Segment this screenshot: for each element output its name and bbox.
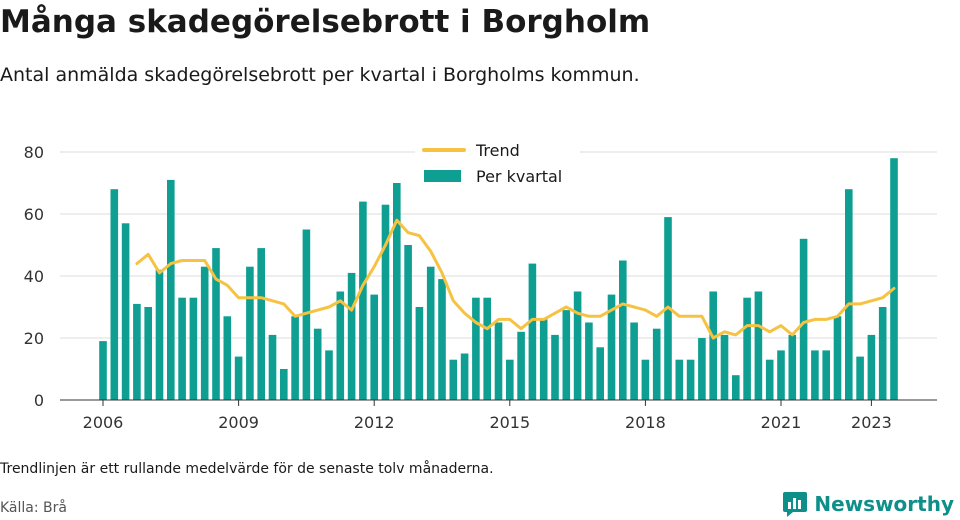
bar: [619, 260, 627, 400]
bar: [472, 297, 480, 400]
x-tick-label: 2023: [851, 413, 892, 432]
chart-area: 0 20 40 60 80 2006 2009 2012 2015 2018 2021 2023 T…: [23, 138, 937, 432]
legend: Trend Per kvartal: [415, 138, 580, 190]
bar: [325, 350, 333, 400]
bar: [833, 316, 842, 400]
bar: [404, 245, 412, 400]
bar: [641, 359, 650, 400]
brand-name: Newsworthy: [814, 492, 954, 516]
bar: [765, 359, 774, 400]
bar: [494, 322, 503, 400]
bar: [438, 279, 446, 400]
bar: [732, 375, 740, 400]
x-tick-label: 2009: [218, 413, 259, 432]
bar: [144, 307, 152, 400]
legend-trend-label: Trend: [475, 141, 520, 160]
axes: 2006 2009 2012 2015 2018 2021 2023: [60, 399, 937, 432]
legend-bar-label: Per kvartal: [476, 167, 562, 186]
bar: [686, 359, 695, 400]
bar: [720, 334, 729, 400]
bar: [223, 316, 232, 400]
chart-title: Många skadegörelsebrott i Borgholm: [0, 4, 651, 40]
bar: [393, 183, 401, 400]
chart-subtitle: Antal anmälda skadegörelsebrott per kvar…: [0, 64, 640, 86]
bar: [845, 189, 853, 400]
trend-line-layer: [135, 218, 896, 340]
bar: [562, 310, 571, 400]
bar: [596, 347, 604, 400]
y-tick-label: 0: [34, 391, 44, 410]
newsworthy-logo-icon: [783, 492, 808, 517]
bar: [754, 291, 763, 400]
bar: [867, 334, 876, 400]
bar: [449, 359, 458, 400]
bar: [347, 272, 356, 400]
bar: [370, 294, 378, 400]
bar: [698, 338, 706, 400]
bar: [257, 248, 265, 400]
footnote: Trendlinjen är ett rullande medelvärde f…: [0, 461, 494, 477]
bar: [528, 263, 537, 400]
bar: [212, 248, 220, 400]
bar: [777, 350, 785, 400]
bar: [313, 328, 322, 400]
bar: [788, 334, 797, 400]
x-tick-label: 2012: [354, 413, 395, 432]
bar: [133, 303, 141, 400]
bar: [200, 266, 209, 400]
bar: [799, 238, 808, 400]
bar: [551, 334, 559, 400]
bar: [234, 356, 243, 400]
y-tick-label: 80: [24, 143, 44, 162]
bar: [268, 334, 277, 400]
y-tick-label: 40: [24, 267, 44, 286]
bar: [415, 307, 424, 400]
x-tick-label: 2018: [625, 413, 666, 432]
bar: [460, 353, 469, 400]
bar: [878, 307, 887, 400]
y-tick-label: 60: [24, 205, 44, 224]
bar: [99, 341, 107, 400]
bar: [539, 319, 548, 400]
bar: [291, 316, 299, 400]
bar: [573, 291, 582, 400]
bar: [890, 158, 898, 400]
bar: [167, 179, 175, 400]
bar: [856, 356, 864, 400]
bar: [709, 291, 717, 400]
bar: [178, 297, 186, 400]
x-tick-label: 2015: [489, 413, 530, 432]
y-tick-label: 20: [24, 329, 44, 348]
bar: [110, 189, 119, 400]
bar: [607, 294, 616, 400]
bar: [121, 223, 130, 400]
bar: [585, 322, 593, 400]
bar: [336, 291, 345, 400]
bar: [822, 350, 830, 400]
bar: [675, 359, 684, 400]
bar: [517, 331, 525, 400]
bar: [381, 204, 390, 400]
bar: [811, 350, 819, 400]
trend-line: [135, 218, 896, 340]
bar: [280, 369, 288, 400]
legend-bar-swatch: [424, 170, 461, 182]
bar: [483, 297, 491, 400]
x-tick-label: 2021: [761, 413, 802, 432]
x-tick-label: 2006: [83, 413, 124, 432]
bar: [652, 328, 661, 400]
bar: [630, 322, 638, 400]
bar: [246, 266, 254, 400]
bar: [743, 297, 751, 400]
bar: [189, 297, 198, 400]
bar: [426, 266, 435, 400]
bar: [359, 201, 367, 400]
bar: [506, 359, 514, 400]
brand-logo[interactable]: Newsworthy: [782, 490, 954, 518]
source-text: Källa: Brå: [0, 500, 67, 516]
bar: [155, 269, 164, 400]
